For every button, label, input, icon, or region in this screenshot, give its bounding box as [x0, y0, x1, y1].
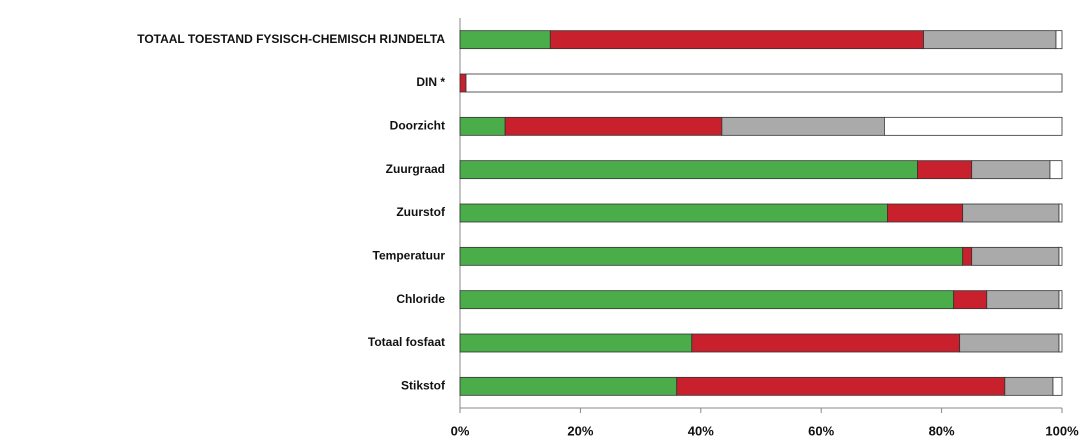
bar-segment: [459, 116, 506, 136]
bar-segment: [676, 376, 1006, 396]
category-label: TOTAAL TOESTAND FYSISCH-CHEMISCH RIJNDEL…: [137, 32, 445, 46]
bar-segment: [1052, 376, 1063, 396]
x-tick-label: 40%: [688, 423, 714, 438]
bar-segment: [959, 333, 1060, 353]
x-tick-label: 60%: [808, 423, 834, 438]
bar-segment: [459, 73, 467, 93]
bar-segment: [1004, 376, 1054, 396]
bar-segment: [459, 376, 678, 396]
bar-segment: [1058, 203, 1063, 223]
bar-segment: [1058, 290, 1063, 310]
bar-segment: [884, 116, 1063, 136]
bar-segment: [887, 203, 964, 223]
category-label: Chloride: [396, 292, 445, 306]
bar-segment: [971, 246, 1060, 266]
bar-segment: [465, 73, 1063, 93]
category-label: Temperatuur: [373, 249, 446, 263]
category-label: Zuurgraad: [386, 162, 445, 176]
bar-segment: [1049, 160, 1063, 180]
bar-segment: [917, 160, 973, 180]
bar-segment: [459, 290, 955, 310]
bar-segment: [962, 203, 1060, 223]
bar-segment: [459, 160, 918, 180]
category-label: Totaal fosfaat: [368, 335, 445, 349]
bar-segment: [459, 203, 888, 223]
bar-segment: [549, 30, 924, 50]
bar-segment: [953, 290, 988, 310]
bar-segment: [721, 116, 885, 136]
bar-segment: [459, 333, 693, 353]
bar-segment: [1055, 30, 1063, 50]
category-label: Zuurstof: [396, 205, 446, 219]
bar-segment: [986, 290, 1060, 310]
bar-segment: [504, 116, 723, 136]
bar-segment: [971, 160, 1051, 180]
bar-segment: [1058, 246, 1063, 266]
bar-segment: [1058, 333, 1063, 353]
category-label: Stikstof: [401, 379, 446, 393]
bar-segment: [691, 333, 961, 353]
bar-segment: [962, 246, 973, 266]
x-tick-label: 0%: [451, 423, 470, 438]
category-label: Doorzicht: [390, 119, 445, 133]
category-label: DIN *: [416, 75, 445, 89]
x-tick-label: 80%: [929, 423, 955, 438]
x-tick-label: 100%: [1045, 423, 1079, 438]
bar-segment: [459, 246, 964, 266]
x-tick-label: 20%: [567, 423, 593, 438]
bar-segment: [923, 30, 1057, 50]
bar-segment: [459, 30, 551, 50]
